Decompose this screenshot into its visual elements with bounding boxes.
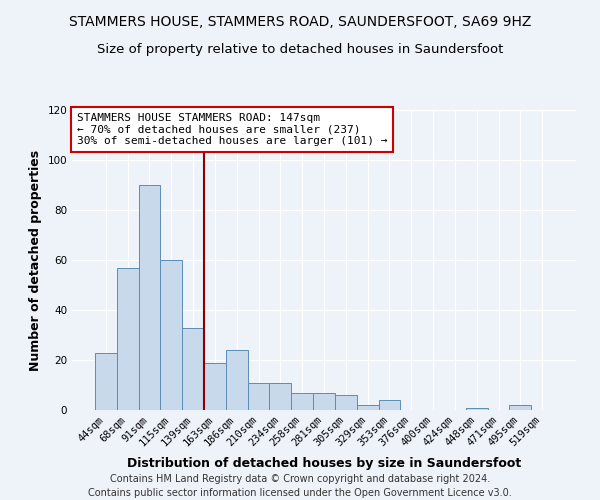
X-axis label: Distribution of detached houses by size in Saundersfoot: Distribution of detached houses by size … [127, 457, 521, 470]
Y-axis label: Number of detached properties: Number of detached properties [29, 150, 42, 370]
Bar [379, 400, 400, 410]
Bar [313, 392, 335, 410]
Bar [160, 260, 182, 410]
Bar [182, 328, 204, 410]
Text: Contains HM Land Registry data © Crown copyright and database right 2024.
Contai: Contains HM Land Registry data © Crown c… [88, 474, 512, 498]
Bar [117, 268, 139, 410]
Bar [357, 405, 379, 410]
Bar [291, 392, 313, 410]
Bar [139, 185, 160, 410]
Bar [226, 350, 248, 410]
Text: STAMMERS HOUSE STAMMERS ROAD: 147sqm
← 70% of detached houses are smaller (237)
: STAMMERS HOUSE STAMMERS ROAD: 147sqm ← 7… [77, 113, 388, 146]
Bar [335, 395, 357, 410]
Bar [204, 362, 226, 410]
Text: STAMMERS HOUSE, STAMMERS ROAD, SAUNDERSFOOT, SA69 9HZ: STAMMERS HOUSE, STAMMERS ROAD, SAUNDERSF… [69, 15, 531, 29]
Bar [269, 382, 291, 410]
Bar [466, 408, 488, 410]
Bar [95, 352, 117, 410]
Bar [509, 405, 531, 410]
Bar [248, 382, 269, 410]
Text: Size of property relative to detached houses in Saundersfoot: Size of property relative to detached ho… [97, 42, 503, 56]
